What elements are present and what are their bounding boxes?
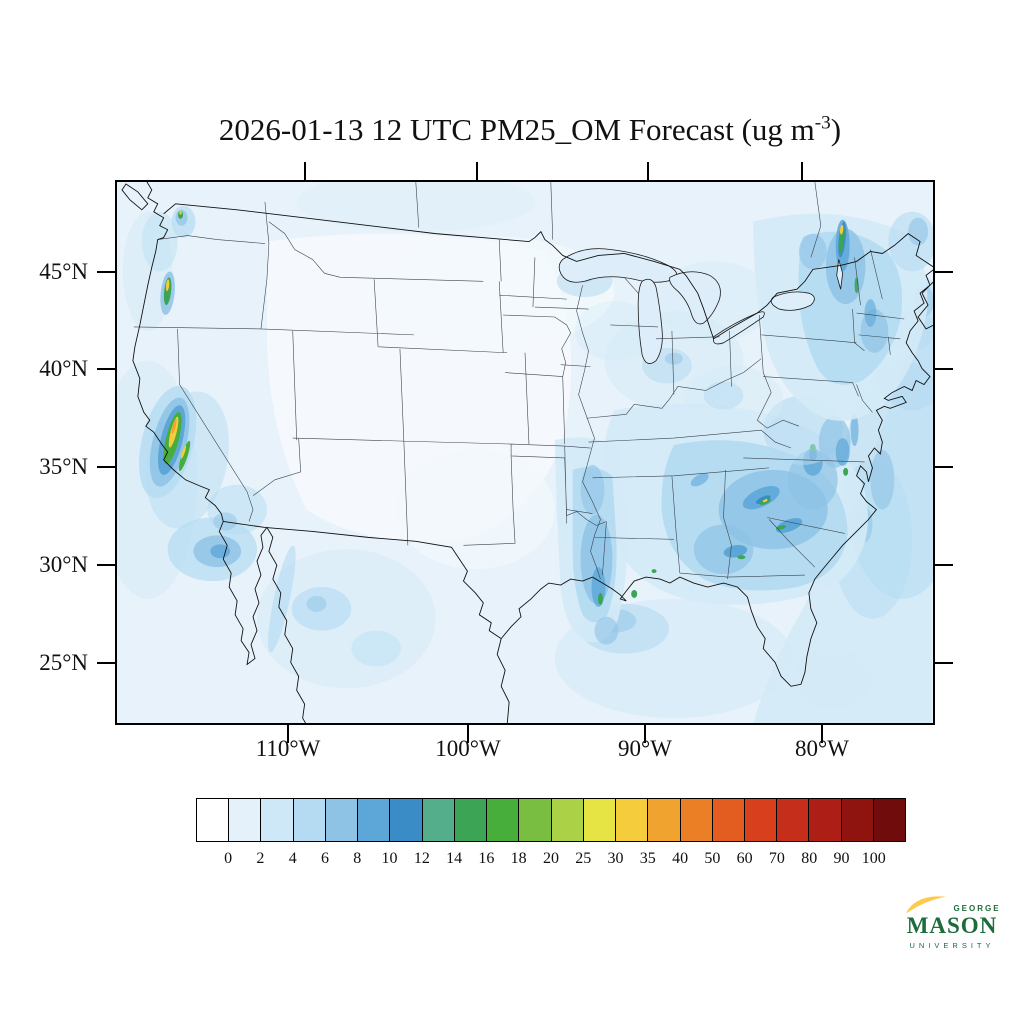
colorbar-cell xyxy=(616,799,649,841)
colorbar-tick-label: 30 xyxy=(607,850,624,867)
colorbar-cell xyxy=(422,799,455,841)
colorbar-cell xyxy=(841,799,874,841)
colorbar-tick-label: 60 xyxy=(736,850,753,867)
colorbar-cell xyxy=(325,799,359,841)
colorbar-cell xyxy=(873,799,906,841)
page-title: 2026-01-13 12 UTC PM25_OM Forecast (ug m… xyxy=(100,112,960,148)
colorbar-cell xyxy=(454,799,488,841)
lat-tick-mark xyxy=(97,564,116,566)
colorbar-tick-label: 6 xyxy=(320,850,329,867)
lon-tick-mark xyxy=(287,724,289,743)
gmu-university-text: UNIVERSITY xyxy=(909,941,995,951)
colorbar-tick-label: 25 xyxy=(575,850,592,867)
us-forecast-map xyxy=(117,182,933,723)
lon-tick-mark xyxy=(821,724,823,743)
coastline-borders xyxy=(121,182,933,723)
colorbar-tick-label: 4 xyxy=(288,850,297,867)
title-exponent: -3 xyxy=(814,112,831,134)
lat-tick-mark xyxy=(97,662,116,664)
colorbar-tick-label: 16 xyxy=(478,850,495,867)
lat-tick-mark xyxy=(97,368,116,370)
great-lakes xyxy=(558,248,844,364)
lon-tick-mark xyxy=(476,162,478,181)
colorbar-cell xyxy=(261,799,294,841)
colorbar-cell xyxy=(293,799,326,841)
lon-tick-label: 90°W xyxy=(618,736,672,761)
colorbar-cell xyxy=(229,799,262,841)
lon-tick-mark xyxy=(644,724,646,743)
lon-tick-mark xyxy=(801,162,803,181)
colorbar-cell xyxy=(777,799,810,841)
lat-tick-mark xyxy=(934,466,953,468)
title-close: ) xyxy=(830,112,842,147)
lat-tick-label: 25°N xyxy=(39,650,88,675)
colorbar-cell xyxy=(744,799,778,841)
colorbar-cell xyxy=(712,799,745,841)
colorbar-tick-label: 8 xyxy=(353,850,362,867)
colorbar-cell xyxy=(358,799,391,841)
colorbar-cell xyxy=(390,799,423,841)
gmu-logo: GEORGE MASON UNIVERSITY xyxy=(893,894,1011,950)
colorbar-tick-label: 90 xyxy=(833,850,850,867)
lon-tick-label: 80°W xyxy=(795,736,849,761)
colorbar-cell xyxy=(680,799,713,841)
concentration-fill-layer xyxy=(117,182,933,723)
colorbar-tick-label: 20 xyxy=(542,850,559,867)
colorbar-tick-label: 0 xyxy=(224,850,233,867)
colorbar-tick-label: 10 xyxy=(381,850,398,867)
lon-tick-mark xyxy=(647,162,649,181)
colorbar-tick-label: 40 xyxy=(672,850,689,867)
colorbar-cell xyxy=(809,799,842,841)
lat-tick-mark xyxy=(934,271,953,273)
lon-tick-label: 110°W xyxy=(255,736,321,761)
colorbar-tick-label: 12 xyxy=(413,850,430,867)
colorbar-tick-label: 35 xyxy=(639,850,656,867)
colorbar-cell xyxy=(551,799,584,841)
lat-tick-mark xyxy=(97,271,116,273)
colorbar-tick-label: 80 xyxy=(801,850,818,867)
lat-tick-mark xyxy=(934,662,953,664)
colorbar-cell xyxy=(519,799,552,841)
colorbar-tick-label: 100 xyxy=(861,850,886,867)
colorbar-cell xyxy=(583,799,617,841)
lon-tick-label: 100°W xyxy=(435,736,501,761)
colorbar-tick-label: 18 xyxy=(510,850,527,867)
gmu-mason-text: MASON xyxy=(906,913,998,938)
lat-tick-mark xyxy=(934,564,953,566)
gmu-logo-top: GEORGE xyxy=(893,894,1011,914)
colorbar-tick-label: 2 xyxy=(256,850,265,867)
gmu-george-text: GEORGE xyxy=(953,904,1001,913)
lon-tick-mark xyxy=(304,162,306,181)
lat-tick-label: 30°N xyxy=(39,552,88,577)
colorbar-cell xyxy=(487,799,520,841)
lat-tick-mark xyxy=(934,368,953,370)
colorbar-cell xyxy=(197,799,230,841)
lat-tick-label: 40°N xyxy=(39,356,88,381)
gmu-swoosh-icon xyxy=(906,896,947,914)
lon-tick-mark xyxy=(467,724,469,743)
title-main: 2026-01-13 12 UTC PM25_OM Forecast (ug m xyxy=(218,112,815,147)
state-boundaries xyxy=(133,182,905,580)
lat-tick-label: 45°N xyxy=(39,259,88,284)
colorbar-cell xyxy=(648,799,681,841)
colorbar-labels: 0 2 4 6 8 10 12 14 16 18 20 25 30 35 40 50 60 70 80 90 100 xyxy=(212,850,890,868)
colorbar-tick-label: 14 xyxy=(446,850,463,867)
colorbar xyxy=(196,798,906,842)
colorbar-tick-label: 50 xyxy=(704,850,721,867)
map-plot-frame xyxy=(115,180,935,725)
colorbar-tick-label: 70 xyxy=(768,850,785,867)
lat-tick-mark xyxy=(97,466,116,468)
lat-tick-label: 35°N xyxy=(39,454,88,479)
